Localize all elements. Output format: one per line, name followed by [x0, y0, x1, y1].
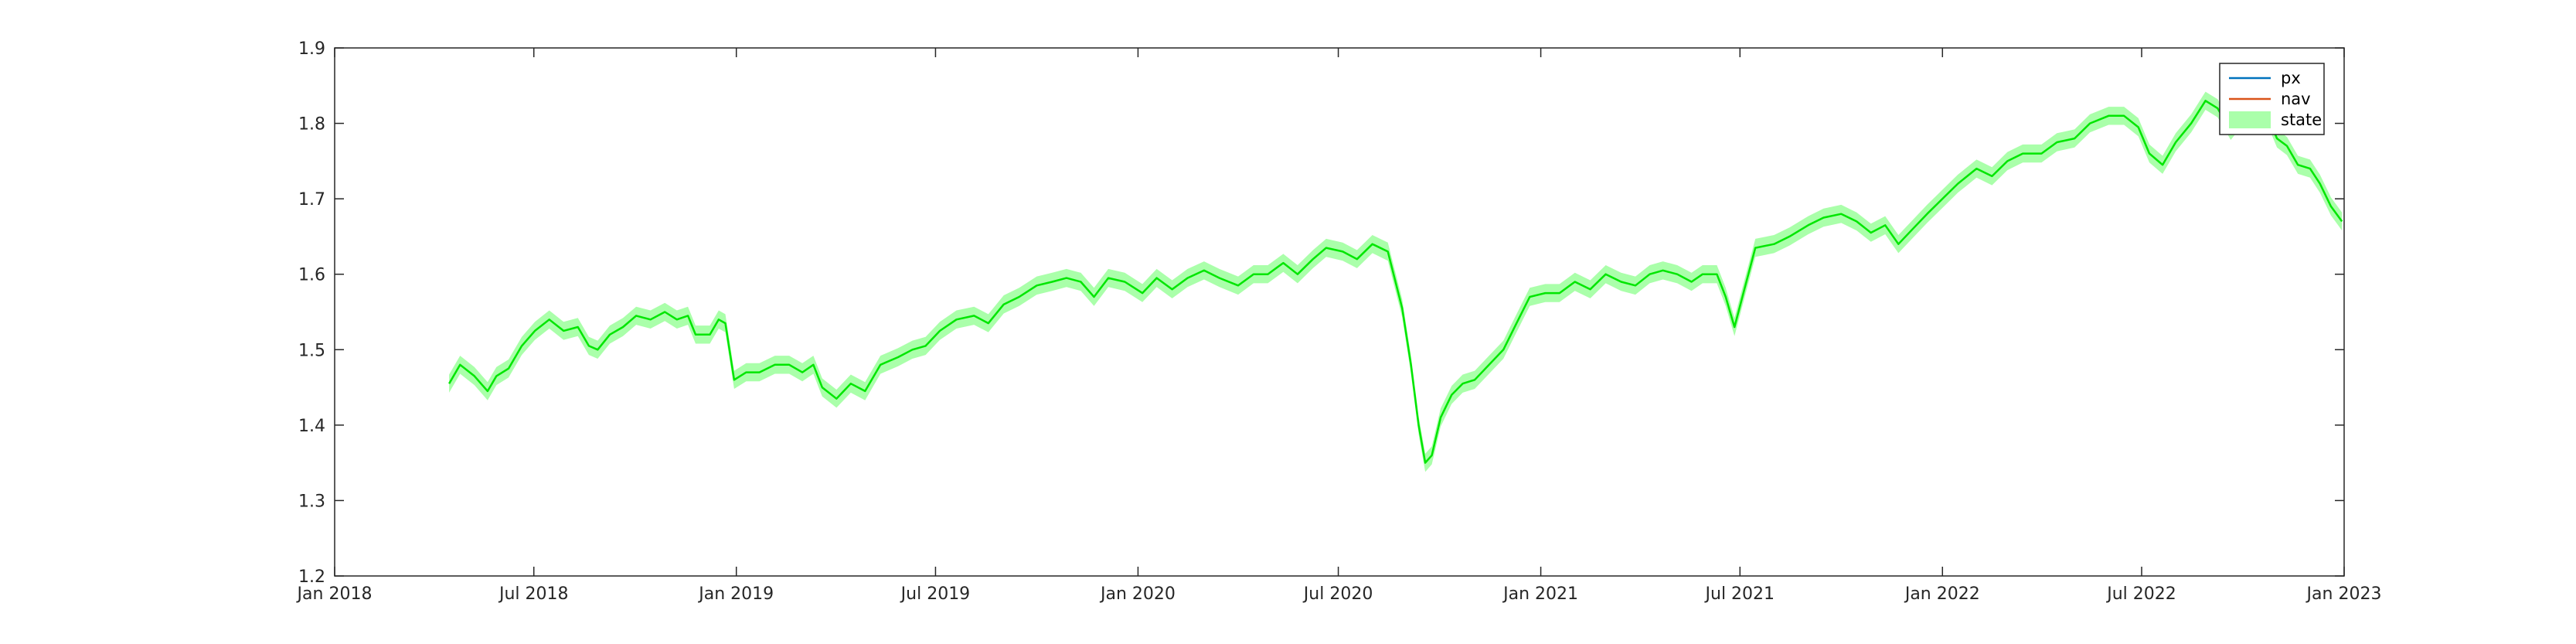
x-axis-ticks: Jan 2018 Jul 2018 Jan 2019 Jul 2019 Jan 2020…	[296, 48, 2382, 604]
y-tick-label: 1.8	[298, 115, 325, 135]
x-tick-label: Jan 2022	[1904, 584, 1980, 604]
x-tick-label: Jul 2020	[1302, 584, 1373, 604]
y-tick-label: 1.3	[298, 492, 325, 511]
x-tick-label: Jul 2019	[900, 584, 971, 604]
y-tick-label: 1.9	[298, 39, 325, 59]
x-tick-label: Jan 2019	[697, 584, 774, 604]
y-tick-label: 1.2	[298, 567, 325, 587]
legend: px nav state	[2219, 63, 2325, 135]
y-tick-label: 1.7	[298, 190, 325, 210]
y-tick-label: 1.6	[298, 266, 325, 285]
y-tick-label: 1.4	[298, 417, 325, 436]
plot-area	[334, 47, 2345, 577]
legend-label-state: state	[2281, 111, 2322, 129]
x-tick-label: Jul 2021	[1704, 584, 1775, 604]
x-tick-label: Jan 2020	[1099, 584, 1176, 604]
x-tick-label: Jan 2021	[1502, 584, 1578, 604]
x-tick-label: Jul 2022	[2105, 584, 2176, 604]
legend-label-nav: nav	[2281, 90, 2311, 108]
x-tick-label: Jan 2018	[296, 584, 373, 604]
x-tick-label: Jan 2023	[2305, 584, 2382, 604]
x-tick-label: Jul 2018	[498, 584, 569, 604]
y-axis-ticks: 1.2 1.3 1.4 1.5 1.6 1.7 1.8 1.9	[298, 39, 2344, 587]
legend-swatch-state	[2229, 111, 2271, 128]
y-tick-label: 1.5	[298, 341, 325, 360]
state-line	[448, 100, 2343, 464]
legend-label-px: px	[2281, 69, 2301, 87]
